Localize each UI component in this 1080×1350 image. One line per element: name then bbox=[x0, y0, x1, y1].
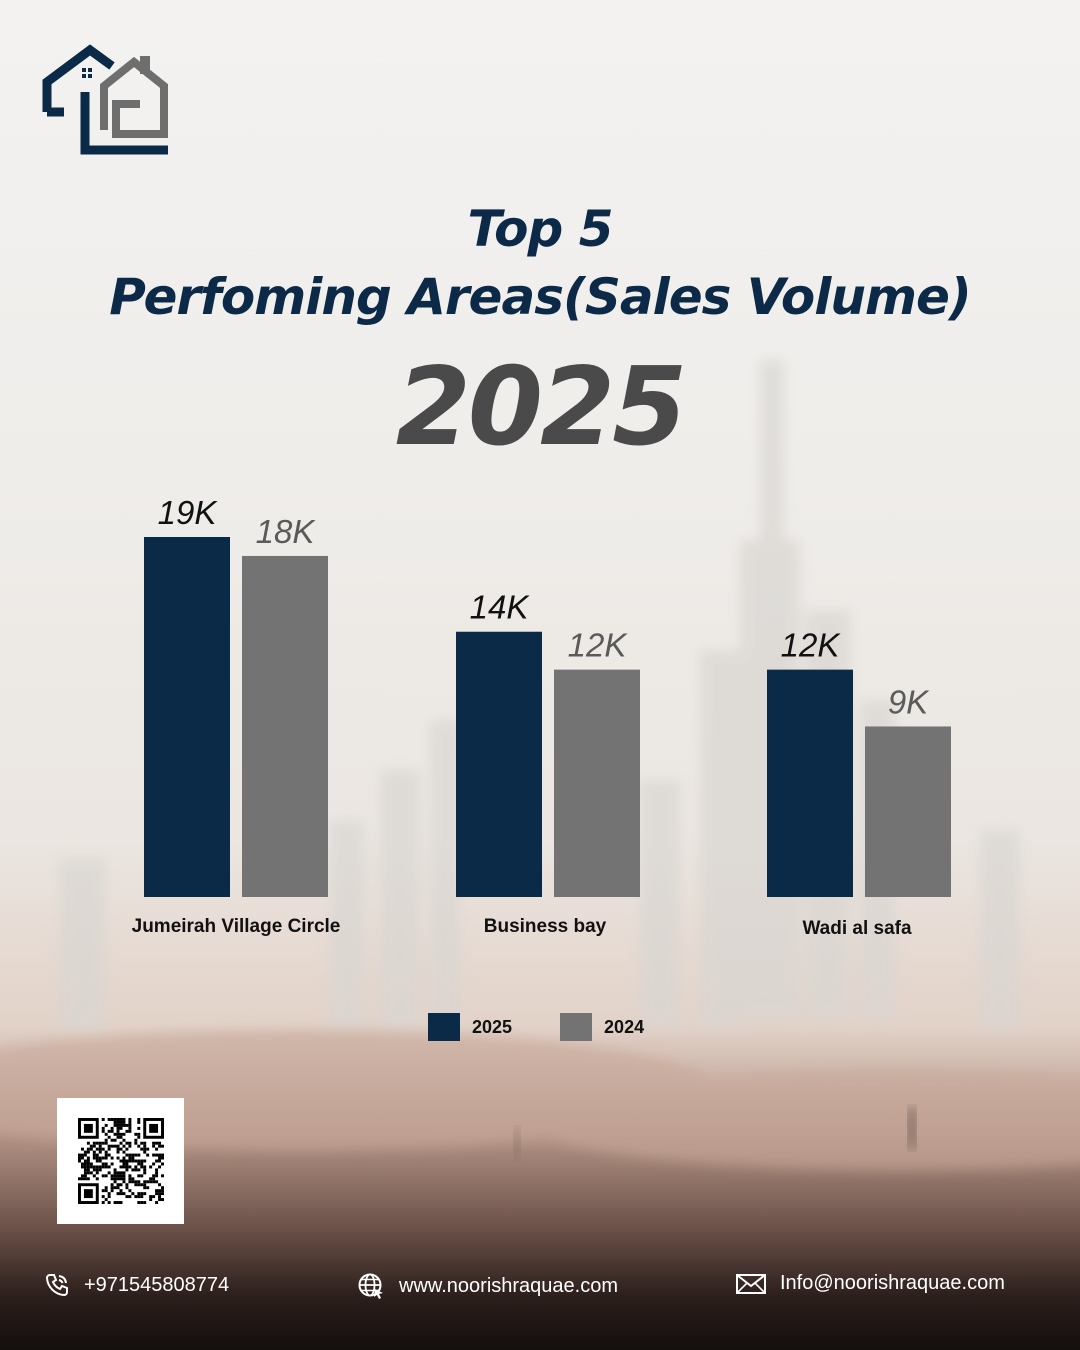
website-url: www.noorishraquae.com bbox=[399, 1274, 618, 1297]
bar-2025-1 bbox=[456, 631, 542, 897]
bar-2024-2 bbox=[865, 726, 951, 897]
globe-icon bbox=[358, 1273, 383, 1299]
bar-2025-2 bbox=[767, 669, 853, 897]
contact-email[interactable]: Info@noorishraquae.com bbox=[736, 1272, 1005, 1295]
legend-label-2025: 2025 bbox=[472, 1016, 513, 1037]
value-label-2025-0: 19K bbox=[158, 494, 219, 531]
contact-website[interactable]: www.noorishraquae.com bbox=[357, 1272, 618, 1300]
year-heading: 2025 bbox=[395, 345, 688, 470]
value-label-2024-2: 9K bbox=[888, 683, 930, 720]
legend-swatch-2024 bbox=[560, 1013, 593, 1041]
value-label-2024-1: 12K bbox=[568, 627, 629, 664]
legend-item-2024: 2024 bbox=[560, 1013, 644, 1041]
category-label-2: Wadi al safa bbox=[802, 918, 912, 939]
value-label-2025-1: 14K bbox=[470, 589, 531, 626]
legend-label-2024: 2024 bbox=[604, 1016, 645, 1037]
value-label-2025-2: 12K bbox=[781, 627, 842, 664]
chart-legend: 2025 2024 bbox=[428, 1013, 644, 1041]
legend-item-2025: 2025 bbox=[428, 1013, 512, 1041]
legend-swatch-2025 bbox=[428, 1013, 460, 1041]
bar-2024-1 bbox=[554, 669, 640, 897]
bar-2024-0 bbox=[242, 555, 328, 897]
category-label-0: Jumeirah Village Circle bbox=[132, 916, 341, 937]
contact-phone[interactable]: +971545808774 bbox=[44, 1272, 229, 1298]
email-address: Info@noorishraquae.com bbox=[780, 1272, 1005, 1294]
title-line-2: Perfoming Areas(Sales Volume) bbox=[109, 268, 972, 326]
qr-code-icon[interactable] bbox=[57, 1098, 184, 1224]
value-label-2024-0: 18K bbox=[256, 513, 317, 550]
category-label-1: Business bay bbox=[484, 916, 607, 937]
phone-icon bbox=[45, 1274, 68, 1297]
qr-code-pattern bbox=[78, 1118, 164, 1204]
bar-2025-0 bbox=[144, 537, 230, 897]
phone-number: +971545808774 bbox=[84, 1273, 230, 1296]
house-logo-icon bbox=[42, 44, 168, 155]
title-line-1: Top 5 bbox=[467, 200, 614, 258]
envelope-icon bbox=[736, 1273, 766, 1294]
